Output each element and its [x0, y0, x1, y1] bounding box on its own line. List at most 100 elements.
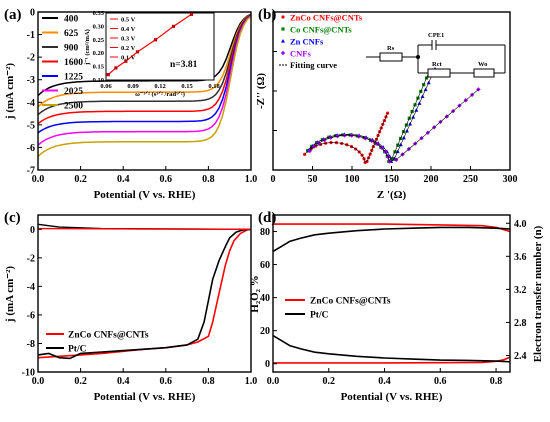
panel-d-ytick-label: 80	[260, 227, 270, 238]
panel-a-letter: (a)	[4, 7, 22, 23]
panel-d-frame	[272, 214, 511, 373]
panel-d-ytick-right-label: 3.6	[514, 252, 527, 263]
panel-c-letter: (c)	[4, 210, 21, 226]
legend-label-a: 1600	[64, 58, 83, 68]
panel-d-ytick-right-label: 4.0	[514, 219, 527, 230]
panel-d-ytick-label: 20	[260, 326, 270, 337]
panel-b-xlabel: Z '(Ω)	[377, 189, 407, 201]
panel-c-ytick-label: -4	[27, 282, 35, 293]
panel-b-xtick-label: 0	[271, 174, 276, 185]
panel-a-ytick-label: -4	[27, 98, 35, 109]
inset-legend-label: 0.5 V	[121, 16, 136, 23]
inset-legend-label: 0.2 V	[121, 45, 136, 52]
panel-a-xtick-label: 0.0	[32, 174, 45, 185]
panel-c-xtick-label: 0.6	[160, 376, 173, 387]
panel-b-xtick-label: 300	[503, 174, 518, 185]
series-h2o2-line	[273, 356, 511, 364]
panel-a-xtick-label: 0.6	[160, 174, 173, 185]
circuit-label-rct: Rct	[432, 61, 443, 68]
legend-marker-b	[281, 39, 285, 43]
panel-a-xtick-label: 1.0	[245, 174, 258, 185]
series-n-line	[272, 226, 511, 253]
legend-label-d: Pt/C	[310, 311, 329, 321]
panel-a-ytick-label: -2	[27, 53, 35, 64]
fitting-curve	[307, 71, 430, 162]
inset-ytick-label: 0.15	[93, 64, 105, 71]
circuit-label-rs: Rs	[387, 45, 395, 52]
series-line-a	[37, 13, 252, 108]
panel-b-ylabel: -Z'' (Ω)	[255, 73, 267, 109]
series-h2o2-line	[272, 334, 511, 363]
panel-d-ytick-right-label: 2.4	[514, 351, 527, 362]
panel-c-ytick-label: -2	[27, 253, 35, 264]
panel-a-ytick-label: 0	[30, 8, 35, 19]
inset-xlabel: ω⁻¹ᐟ² (s¹ᐟ² /rad¹ᐟ²)	[135, 90, 185, 98]
panel-c-xtick-label: 1.0	[245, 376, 258, 387]
panel-a-ytick-label: -1	[27, 30, 35, 41]
series-line-a	[37, 15, 252, 158]
panel-c-ytick-label: 0	[30, 225, 35, 236]
panel-c-frame	[37, 214, 252, 373]
panel-b-xtick-label: 250	[463, 174, 478, 185]
series-line-c	[37, 228, 252, 360]
legend-fit-label: Fitting curve	[290, 60, 337, 70]
legend-label-a: 400	[64, 15, 79, 25]
circuit-label-cpe: CPE1	[428, 32, 444, 39]
panel-a-ytick-label: -5	[27, 120, 35, 131]
fitting-curve	[304, 112, 388, 163]
panel-a-xtick-label: 0.8	[202, 174, 215, 185]
legend-label-a: 2025	[64, 87, 83, 97]
inset-legend-label: 0.1 V	[121, 54, 136, 61]
inset-xtick-label: 0.09	[127, 83, 139, 90]
panel-d-xtick-label: 0.2	[323, 376, 336, 387]
legend-label-b: Co CNFs@CNTs	[290, 25, 352, 35]
panel-c-ytick-label: -6	[27, 310, 35, 321]
series-line-a	[37, 14, 252, 125]
inset-annotation: n=3.81	[170, 60, 198, 70]
panel-c-xtick-label: 0.0	[32, 376, 45, 387]
series-n-line	[273, 223, 511, 233]
panel-d-ytick-label: 40	[260, 293, 270, 304]
series-line-a	[37, 14, 252, 134]
panel-c-ytick-label: -8	[27, 339, 35, 350]
inset-point	[124, 59, 128, 63]
panel-b-xtick-label: 50	[308, 174, 318, 185]
panel-a-xlabel: Potential (V vs. RHE)	[94, 189, 196, 201]
panel-d-xlabel: Potential (V vs. RHE)	[341, 391, 443, 403]
panel-a-ytick-label: -7	[27, 166, 35, 177]
panel-a-ylabel: j (mA cm⁻²)	[4, 63, 16, 120]
inset-point	[153, 38, 158, 42]
panel-d-xtick-label: 0.0	[267, 376, 280, 387]
panel-a-frame	[37, 11, 252, 171]
ring-current-line	[37, 227, 252, 231]
series-line-a	[37, 14, 252, 116]
legend-label-b: ZnCo CNFs@CNTs	[290, 13, 363, 23]
panel-a-xtick-label: 0.4	[117, 174, 130, 185]
inset-point	[189, 12, 194, 16]
panel-b-xtick-label: 200	[424, 174, 439, 185]
panel-c-ylabel: j (mA cm⁻²)	[4, 266, 16, 323]
panel-b-xtick-label: 150	[384, 174, 399, 185]
inset-point	[135, 50, 140, 54]
legend-marker-b	[281, 27, 285, 31]
inset-legend-label: 0.3 V	[121, 35, 136, 42]
legend-label-a: 1225	[64, 73, 83, 83]
inset-xtick-label: 0.12	[154, 83, 165, 90]
panel-c-ytick-label: -10	[22, 368, 35, 379]
panel-b-letter: (b)	[258, 7, 276, 23]
legend-label-d: ZnCo CNFs@CNTs	[310, 297, 391, 307]
legend-marker-b	[280, 50, 286, 56]
inset-legend-label: 0.4 V	[121, 26, 136, 33]
panel-b-xtick-label: 100	[345, 174, 360, 185]
series-line-a	[37, 15, 252, 146]
inset-ylabel: j⁻¹ (cm²/mA)	[84, 29, 91, 66]
circuit-label-wo: Wo	[478, 61, 487, 68]
legend-label-a: 2500	[64, 102, 83, 112]
panel-d-ylabel: H₂O₂ %	[249, 275, 261, 312]
fitting-curve	[309, 89, 479, 162]
inset-frame	[105, 12, 215, 81]
inset-point	[114, 66, 118, 70]
panel-d-ytick-right-label: 3.2	[514, 285, 527, 296]
